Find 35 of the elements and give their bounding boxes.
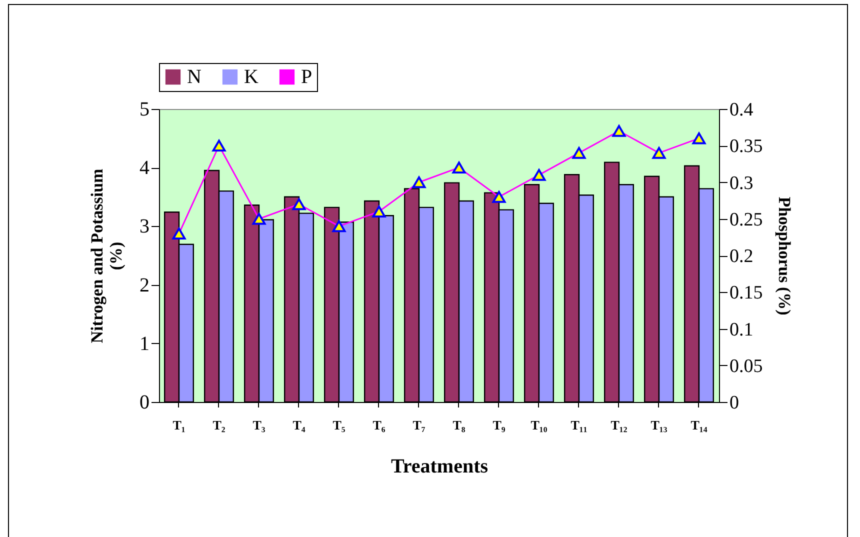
x-tick-label: T₁₂ <box>610 418 628 432</box>
y2-tick-label: 0.3 <box>730 172 754 194</box>
x-tick-label: T₁₄ <box>690 418 708 432</box>
x-tick-label: T₁ <box>172 418 186 432</box>
y-tick-label: 4 <box>140 157 150 180</box>
y2-tick-label: 0.15 <box>730 282 763 304</box>
x-tick-label: T₃ <box>252 418 266 432</box>
x-tick-label: T₁₁ <box>570 418 588 432</box>
x-tick-label: T₉ <box>492 418 506 432</box>
y2-tick-label: 0.2 <box>730 246 754 267</box>
y-tick-label: 3 <box>140 216 150 238</box>
legend-label: P <box>301 66 312 88</box>
x-tick-label: T₁₃ <box>650 418 668 432</box>
y-tick-label: 0 <box>140 392 150 414</box>
x-axis-title: Treatments <box>390 456 488 478</box>
x-tick-label: T₇ <box>412 418 426 432</box>
y2-tick-label: 0.35 <box>730 136 763 158</box>
x-tick-label: T₁₀ <box>530 418 548 432</box>
y2-tick-label: 0.1 <box>730 319 754 340</box>
y-tick-label: 5 <box>140 98 150 120</box>
y-tick-label: 1 <box>140 332 150 355</box>
y2-tick-label: 0.25 <box>730 209 763 230</box>
y2-axis-title: Phosphorus (%) <box>774 196 794 316</box>
y2-tick-label: 0 <box>730 392 739 414</box>
x-tick-label: T₈ <box>452 418 466 432</box>
y2-tick-label: 0.05 <box>730 356 763 377</box>
y2-tick-label: 0.4 <box>730 100 754 120</box>
x-tick-label: T₅ <box>332 418 346 432</box>
legend-label: K <box>244 66 259 88</box>
x-tick-label: T₂ <box>212 418 226 432</box>
y-tick-label: 2 <box>140 274 150 296</box>
y-axis-title: Nitrogen and Potassium (%) <box>88 168 126 344</box>
legend-label: N <box>187 66 202 88</box>
x-tick-label: T₆ <box>372 418 386 432</box>
x-tick-label: T₄ <box>292 418 306 432</box>
